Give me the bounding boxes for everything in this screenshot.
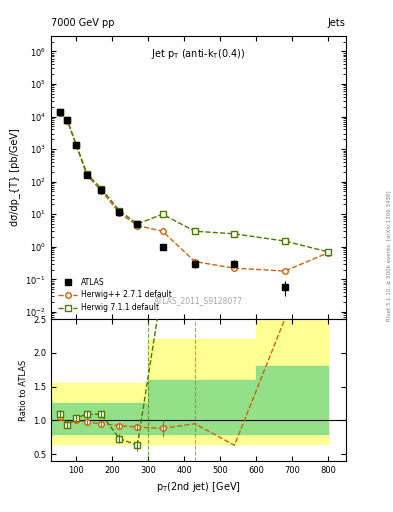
- Y-axis label: dσ/dp_{T} [pb/GeV]: dσ/dp_{T} [pb/GeV]: [9, 129, 20, 226]
- Y-axis label: Ratio to ATLAS: Ratio to ATLAS: [18, 359, 28, 420]
- X-axis label: $\mathrm{p_T}$(2nd jet) [GeV]: $\mathrm{p_T}$(2nd jet) [GeV]: [156, 480, 241, 494]
- Text: ATLAS_2011_S9128077: ATLAS_2011_S9128077: [154, 296, 243, 305]
- Legend: ATLAS, Herwig++ 2.7.1 default, Herwig 7.1.1 default: ATLAS, Herwig++ 2.7.1 default, Herwig 7.…: [55, 274, 175, 315]
- Text: Jets: Jets: [328, 18, 346, 28]
- Text: Rivet 3.1.10, ≥ 500k events  [arXiv:1306.3436]: Rivet 3.1.10, ≥ 500k events [arXiv:1306.…: [386, 190, 391, 322]
- Text: Jet $\mathrm{p_T}$ (anti-$\mathrm{k_T}$(0.4)): Jet $\mathrm{p_T}$ (anti-$\mathrm{k_T}$(…: [151, 47, 246, 61]
- Text: 7000 GeV pp: 7000 GeV pp: [51, 18, 115, 28]
